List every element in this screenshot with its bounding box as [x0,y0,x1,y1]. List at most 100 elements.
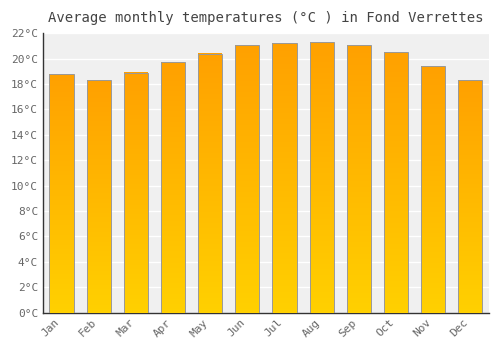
Bar [50,101,74,103]
Bar [236,280,260,282]
Bar [124,249,148,250]
Bar [161,271,185,273]
Bar [198,220,222,222]
Bar [310,181,334,183]
Bar [310,262,334,264]
Bar [50,198,74,199]
Bar [50,108,74,110]
Bar [161,74,185,75]
Bar [421,209,445,210]
Bar [236,69,260,70]
Bar [421,90,445,91]
Bar [50,265,74,266]
Bar [458,118,482,120]
Bar [86,210,111,211]
Bar [421,94,445,96]
Bar [161,190,185,191]
Bar [198,136,222,138]
Bar [86,259,111,260]
Bar [236,233,260,235]
Bar [384,72,408,73]
Bar [458,81,482,83]
Bar [86,229,111,230]
Bar [310,72,334,73]
Bar [124,89,148,91]
Bar [124,294,148,296]
Bar [272,152,296,154]
Bar [124,304,148,306]
Bar [124,272,148,273]
Bar [384,255,408,257]
Bar [384,262,408,263]
Bar [347,248,371,250]
Bar [161,174,185,175]
Bar [310,160,334,161]
Bar [458,149,482,150]
Bar [310,136,334,138]
Bar [272,195,296,197]
Bar [421,241,445,243]
Bar [198,153,222,155]
Bar [198,270,222,271]
Bar [272,135,296,136]
Bar [236,266,260,267]
Bar [161,76,185,77]
Bar [310,246,334,248]
Bar [272,279,296,280]
Bar [421,284,445,286]
Bar [236,150,260,152]
Bar [50,284,74,285]
Bar [124,303,148,304]
Bar [310,154,334,156]
Bar [161,200,185,201]
Bar [161,217,185,219]
Bar [86,107,111,108]
Bar [124,245,148,247]
Bar [384,217,408,219]
Bar [198,87,222,89]
Bar [86,156,111,157]
Bar [161,69,185,70]
Bar [124,166,148,167]
Bar [50,107,74,108]
Bar [421,168,445,170]
Bar [161,275,185,276]
Bar [421,295,445,296]
Bar [458,261,482,262]
Bar [86,270,111,271]
Bar [50,212,74,214]
Bar [236,145,260,147]
Bar [310,86,334,88]
Bar [310,50,334,51]
Bar [310,254,334,256]
Bar [310,51,334,53]
Bar [161,159,185,160]
Bar [86,87,111,88]
Bar [50,83,74,85]
Bar [384,281,408,283]
Bar [458,246,482,247]
Bar [124,98,148,99]
Bar [124,233,148,235]
Bar [421,211,445,213]
Bar [310,256,334,257]
Bar [198,305,222,306]
Bar [310,170,334,172]
Bar [458,232,482,233]
Bar [421,182,445,183]
Bar [310,119,334,120]
Bar [124,173,148,175]
Bar [161,117,185,119]
Bar [458,264,482,265]
Bar [384,148,408,150]
Bar [310,158,334,160]
Bar [124,82,148,83]
Bar [124,161,148,163]
Bar [86,183,111,185]
Bar [458,294,482,295]
Bar [458,303,482,304]
Bar [272,46,296,47]
Bar [347,223,371,224]
Bar [86,266,111,267]
Bar [124,143,148,145]
